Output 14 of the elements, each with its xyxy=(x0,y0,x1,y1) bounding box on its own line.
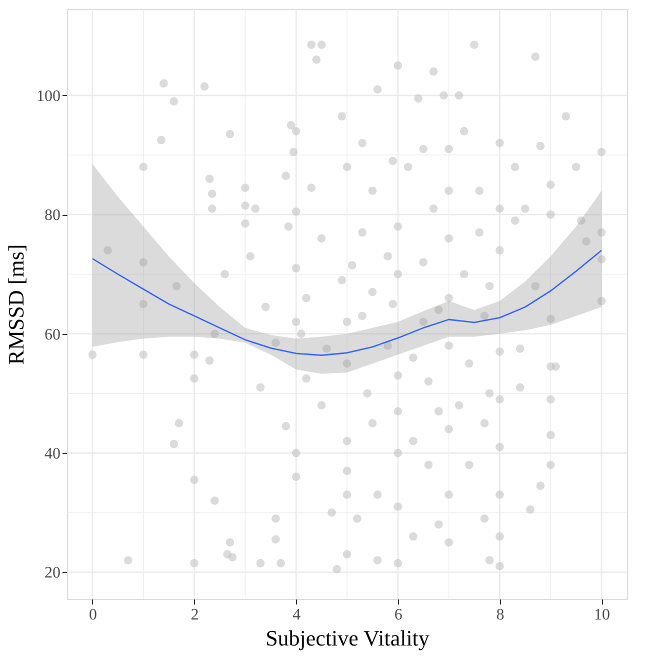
x-tick-label: 8 xyxy=(496,606,504,624)
x-tick-label: 6 xyxy=(394,606,402,624)
x-tick-label: 10 xyxy=(594,606,610,624)
line-series xyxy=(92,250,602,356)
y-tick-label: 60 xyxy=(44,326,60,344)
y-tick-label: 100 xyxy=(36,88,60,105)
y-tick-label: 20 xyxy=(44,564,60,582)
x-tick-label: 2 xyxy=(190,606,199,624)
y-axis-title: RMSSD [ms] xyxy=(4,244,28,365)
x-tick-label: 0 xyxy=(88,606,97,624)
y-tick-label: 40 xyxy=(44,445,60,462)
x-tick-label: 4 xyxy=(292,606,301,624)
y-tick-label: 80 xyxy=(44,207,60,224)
x-axis-title: Subjective Vitality xyxy=(266,626,430,650)
